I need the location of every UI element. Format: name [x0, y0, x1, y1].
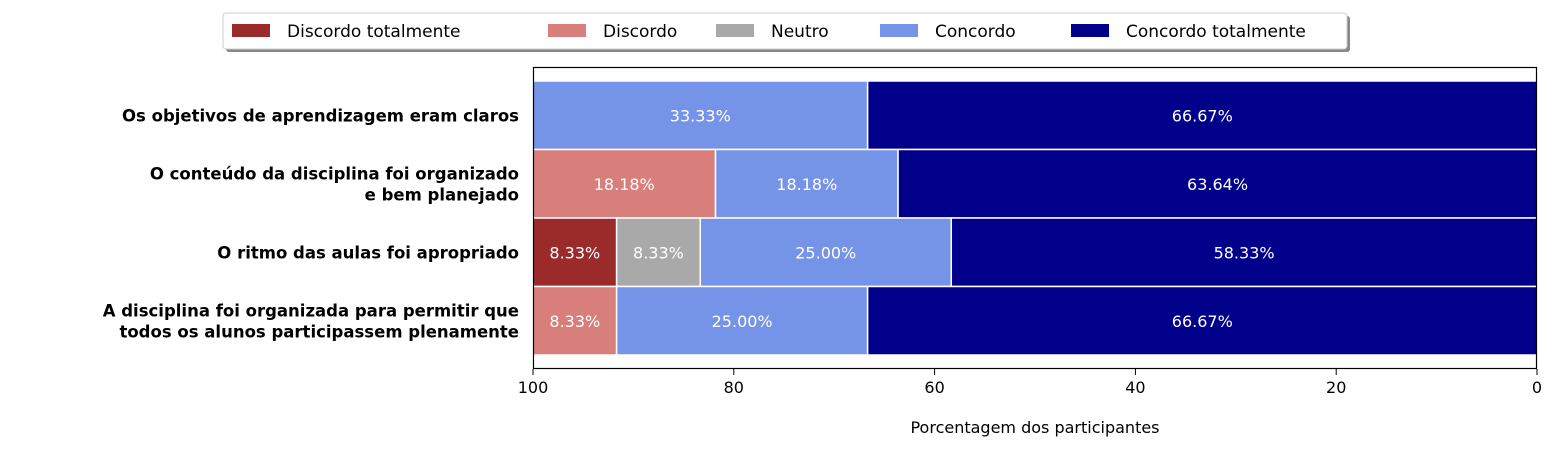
- data-label: 25.00%: [712, 312, 773, 331]
- category-label: A disciplina foi organizada para permiti…: [103, 301, 519, 341]
- plot-frame: [532, 66, 1538, 370]
- legend-label: Discordo totalmente: [287, 22, 461, 42]
- data-label: 8.33%: [549, 312, 600, 331]
- data-label: 66.67%: [1172, 312, 1233, 331]
- legend-label: Concordo: [935, 22, 1016, 42]
- data-label: 18.18%: [594, 175, 655, 194]
- x-tick-label: 60: [924, 378, 944, 397]
- data-label: 33.33%: [670, 106, 731, 125]
- category-label: Os objetivos de aprendizagem eram claros: [122, 106, 519, 125]
- x-tick-label: 80: [724, 378, 744, 397]
- legend-label: Concordo totalmente: [1126, 22, 1306, 42]
- legend-swatch: [716, 24, 754, 37]
- data-label: 8.33%: [549, 243, 600, 262]
- legend-label: Neutro: [771, 22, 829, 42]
- data-label: 58.33%: [1214, 243, 1275, 262]
- x-axis: 100 80 60 40 20 0: [518, 369, 1542, 397]
- legend-swatch: [880, 24, 918, 37]
- data-label: 63.64%: [1187, 175, 1248, 194]
- category-label: O ritmo das aulas foi apropriado: [217, 243, 519, 262]
- x-tick-label: 100: [518, 378, 549, 397]
- category-label-line: O conteúdo da disciplina foi organizado: [150, 164, 519, 183]
- data-label: 66.67%: [1172, 106, 1233, 125]
- y-tick-labels: Os objetivos de aprendizagem eram claros…: [103, 106, 519, 341]
- bar-segment: [615, 285, 869, 356]
- category-label-line: A disciplina foi organizada para permiti…: [103, 301, 519, 320]
- bar-segment: [532, 80, 869, 151]
- legend-swatch: [548, 24, 586, 37]
- data-label: 18.18%: [776, 175, 837, 194]
- legend: Discordo totalmente Discordo Neutro Concord…: [222, 12, 1350, 52]
- bar-segment: [615, 217, 702, 288]
- x-axis-label: Porcentagem dos participantes: [910, 418, 1159, 437]
- x-tick-label: 0: [1532, 378, 1542, 397]
- bars: 33.33% 66.67% 18.18% 18.18% 63.64% 8.33% 8.33%…: [532, 80, 1538, 356]
- bar-segment: [866, 285, 1538, 356]
- x-tick-label: 40: [1125, 378, 1145, 397]
- category-label-line: Os objetivos de aprendizagem eram claros: [122, 106, 519, 125]
- data-label: 25.00%: [795, 243, 856, 262]
- legend-box: [222, 12, 1348, 50]
- legend-swatch: [1071, 24, 1109, 37]
- legend-swatch: [232, 24, 270, 37]
- category-label-line: O ritmo das aulas foi apropriado: [217, 243, 519, 262]
- legend-label: Discordo: [603, 22, 677, 42]
- data-label: 8.33%: [633, 243, 684, 262]
- category-label-line: todos os alunos participassem plenamente: [119, 322, 519, 341]
- x-tick-label: 20: [1326, 378, 1346, 397]
- bar-segment: [950, 217, 1538, 288]
- bar-segment: [699, 217, 953, 288]
- category-label: O conteúdo da disciplina foi organizado e…: [150, 164, 519, 204]
- category-label-line: e bem planejado: [365, 185, 519, 204]
